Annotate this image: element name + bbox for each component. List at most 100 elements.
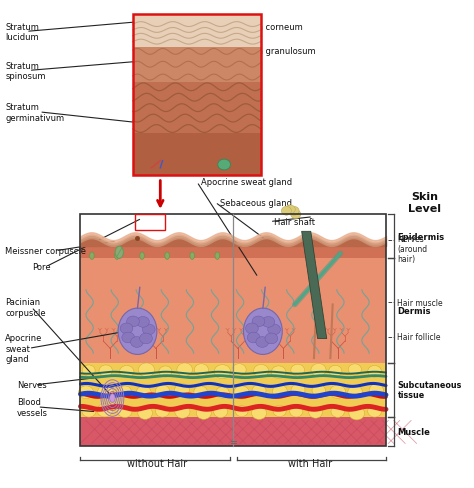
Text: Pacinian
corpuscle: Pacinian corpuscle [5, 298, 46, 317]
Ellipse shape [90, 252, 94, 260]
Ellipse shape [309, 407, 322, 418]
Ellipse shape [140, 333, 153, 344]
Ellipse shape [130, 337, 143, 347]
Ellipse shape [247, 332, 260, 343]
Ellipse shape [246, 324, 258, 334]
Ellipse shape [252, 385, 266, 397]
Text: Stratum
lucidum: Stratum lucidum [5, 22, 39, 42]
Ellipse shape [122, 332, 135, 343]
Ellipse shape [234, 386, 249, 399]
Text: Muscle: Muscle [397, 427, 430, 436]
Ellipse shape [268, 325, 281, 335]
Ellipse shape [194, 364, 209, 376]
Ellipse shape [256, 337, 269, 347]
Text: Hair follicle: Hair follicle [397, 333, 441, 342]
Text: Hair shaft: Hair shaft [274, 218, 315, 226]
Bar [81, 259, 386, 363]
Ellipse shape [214, 406, 228, 418]
Ellipse shape [265, 333, 278, 344]
Ellipse shape [159, 366, 172, 377]
Text: Stratum
germinativum: Stratum germinativum [5, 103, 64, 122]
Ellipse shape [194, 386, 207, 398]
Text: Epidermis: Epidermis [397, 232, 445, 241]
Text: Stratum
spinosum: Stratum spinosum [5, 61, 46, 81]
Text: Blood
vessels: Blood vessels [17, 397, 48, 417]
Ellipse shape [244, 308, 283, 355]
Bar [133, 47, 261, 83]
Ellipse shape [174, 384, 189, 396]
Ellipse shape [331, 406, 345, 418]
Ellipse shape [273, 385, 287, 398]
Ellipse shape [98, 386, 113, 399]
Ellipse shape [218, 160, 230, 170]
Text: Skin
Level: Skin Level [408, 192, 441, 213]
Ellipse shape [285, 205, 295, 214]
Ellipse shape [137, 317, 149, 327]
Ellipse shape [127, 316, 139, 327]
Ellipse shape [348, 386, 363, 399]
Ellipse shape [118, 406, 132, 418]
Text: without Hair: without Hair [127, 458, 187, 468]
Polygon shape [301, 232, 327, 339]
Ellipse shape [196, 407, 211, 420]
Text: Hair muscle: Hair muscle [397, 298, 443, 307]
Ellipse shape [232, 364, 246, 376]
Ellipse shape [97, 404, 112, 417]
Ellipse shape [190, 252, 194, 260]
Ellipse shape [119, 366, 134, 378]
Ellipse shape [155, 406, 169, 417]
Ellipse shape [216, 387, 229, 398]
Text: Apocrine sweat gland: Apocrine sweat gland [201, 178, 292, 187]
Ellipse shape [369, 384, 383, 396]
Ellipse shape [175, 406, 190, 418]
Ellipse shape [262, 317, 275, 327]
Ellipse shape [311, 364, 326, 377]
Ellipse shape [165, 252, 169, 260]
Ellipse shape [142, 325, 155, 335]
Ellipse shape [82, 365, 95, 376]
Ellipse shape [109, 394, 115, 403]
Text: Apocrine
sweat
gland: Apocrine sweat gland [5, 334, 43, 364]
Bar [133, 15, 261, 47]
Text: Stratum granulosum: Stratum granulosum [228, 47, 315, 56]
Ellipse shape [291, 210, 301, 219]
Ellipse shape [118, 308, 157, 355]
Ellipse shape [118, 386, 131, 398]
Text: Stratum corneum: Stratum corneum [228, 23, 302, 32]
Text: Sebaceous gland: Sebaceous gland [219, 198, 292, 207]
Ellipse shape [120, 324, 133, 334]
Ellipse shape [289, 207, 299, 216]
Ellipse shape [290, 406, 303, 417]
Ellipse shape [252, 316, 265, 327]
Ellipse shape [282, 207, 292, 216]
Ellipse shape [254, 365, 269, 378]
Ellipse shape [252, 407, 266, 420]
Bar [81, 363, 386, 417]
Bar [81, 417, 386, 446]
Ellipse shape [271, 366, 286, 379]
Bar [81, 246, 386, 259]
Bar [135, 215, 165, 230]
Ellipse shape [235, 406, 248, 417]
Ellipse shape [79, 386, 93, 399]
Ellipse shape [349, 407, 365, 420]
Ellipse shape [136, 386, 151, 399]
Ellipse shape [82, 405, 96, 417]
Ellipse shape [215, 252, 219, 260]
Ellipse shape [138, 407, 153, 420]
Ellipse shape [99, 365, 112, 377]
Ellipse shape [330, 385, 346, 399]
Ellipse shape [291, 385, 305, 396]
Ellipse shape [329, 366, 342, 377]
Ellipse shape [368, 406, 382, 417]
Ellipse shape [368, 366, 382, 377]
Text: Dermis: Dermis [397, 306, 431, 315]
Ellipse shape [291, 365, 304, 376]
Text: Meissner corpuscle: Meissner corpuscle [5, 247, 86, 256]
Text: Subcutaneous
tissue: Subcutaneous tissue [397, 380, 462, 400]
Ellipse shape [214, 365, 230, 379]
Text: Nerves: Nerves [17, 381, 46, 389]
Ellipse shape [312, 385, 325, 396]
Bar [133, 134, 261, 176]
Ellipse shape [155, 386, 170, 398]
